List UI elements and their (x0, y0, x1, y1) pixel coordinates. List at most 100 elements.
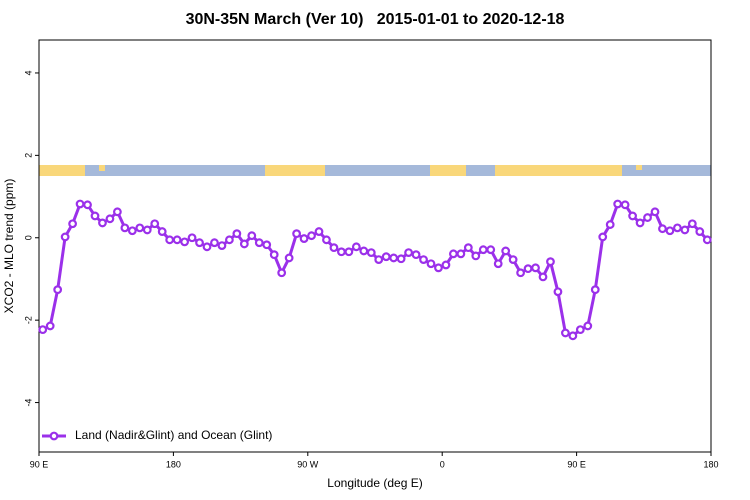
data-point (83, 200, 92, 210)
data-point (605, 220, 615, 229)
data-point (575, 325, 585, 335)
data-point (538, 272, 548, 282)
chart-title: 30N-35N March (Ver 10) 2015-01-01 to 202… (186, 11, 565, 28)
data-point (247, 231, 257, 241)
data-point (568, 331, 578, 341)
data-point (277, 268, 287, 278)
data-point (650, 207, 660, 217)
data-point (665, 226, 675, 236)
x-tick-label: 180 (166, 459, 181, 469)
data-point (561, 328, 570, 338)
data-point (307, 231, 316, 241)
y-tick-label: 4 (23, 70, 33, 75)
data-point (135, 223, 145, 233)
y-tick-label: -4 (23, 399, 33, 407)
x-axis-label: Longitude (deg E) (327, 476, 422, 490)
x-tick-label: 90 W (297, 459, 319, 469)
data-point (486, 245, 496, 255)
data-point (90, 211, 100, 221)
x-tick-label: 180 (703, 459, 718, 469)
data-point (329, 243, 339, 253)
data-point (210, 238, 219, 248)
data-point (501, 246, 511, 256)
data-point (165, 235, 175, 245)
x-tick-label: 0 (440, 459, 445, 469)
data-point (583, 321, 593, 331)
data-point (590, 285, 600, 295)
data-point (299, 234, 309, 243)
data-point (322, 235, 331, 245)
data-point (553, 287, 563, 297)
data-point (254, 238, 264, 248)
data-point (120, 223, 130, 233)
data-point (269, 250, 279, 260)
data-point (344, 247, 354, 257)
data-point (523, 264, 533, 274)
data-point (673, 223, 682, 233)
data-point (68, 219, 77, 229)
data-point (53, 285, 63, 295)
data-point (449, 249, 458, 259)
data-point (702, 235, 712, 245)
x-tick-label: 90 E (567, 459, 586, 469)
data-point (195, 238, 204, 248)
data-point (366, 248, 376, 257)
data-point (112, 207, 122, 217)
data-point (60, 232, 70, 242)
data-point (314, 227, 324, 236)
data-point (635, 218, 645, 228)
data-point (531, 263, 540, 273)
land-ocean-strip (39, 165, 711, 176)
data-point (217, 241, 227, 250)
data-point (224, 235, 234, 245)
data-point (419, 255, 428, 264)
data-point (404, 248, 414, 257)
data-point (471, 251, 481, 261)
data-point (628, 211, 637, 221)
data-point (105, 214, 115, 224)
data-point (351, 242, 361, 252)
data-point (157, 227, 167, 236)
data-point (478, 245, 488, 255)
data-point (620, 200, 630, 210)
y-axis-label: XCO2 - MLO trend (ppm) (2, 179, 16, 314)
x-tick-label: 90 E (30, 459, 49, 469)
data-point (680, 225, 690, 235)
data-point (127, 226, 137, 236)
data-point (150, 219, 160, 229)
data-point (598, 232, 608, 242)
data-point (187, 233, 197, 243)
data-point (262, 240, 272, 250)
data-point (98, 218, 107, 228)
data-point (180, 237, 190, 247)
data-point (695, 227, 705, 236)
data-point (456, 249, 466, 259)
data-point (396, 254, 406, 264)
data-point (613, 199, 623, 209)
data-point (284, 253, 294, 263)
data-point (381, 252, 391, 262)
data-point (687, 219, 697, 229)
data-point (292, 229, 302, 239)
data-point (389, 253, 399, 263)
legend-label: Land (Nadir&Glint) and Ocean (Glint) (75, 428, 272, 442)
data-point (426, 259, 436, 269)
data-point (337, 247, 346, 257)
data-point (493, 259, 503, 269)
data-point (45, 321, 55, 331)
y-tick-label: -2 (23, 316, 33, 324)
data-point (172, 235, 182, 245)
data-point (142, 225, 152, 235)
data-point (508, 255, 518, 264)
data-point (658, 224, 667, 234)
data-point (643, 213, 652, 222)
legend-marker (49, 431, 59, 441)
data-point (75, 199, 85, 209)
data-point (232, 229, 242, 239)
data-point (359, 246, 369, 256)
data-point (441, 260, 451, 270)
data-point (546, 257, 555, 267)
data-point (239, 239, 249, 249)
data-point (434, 263, 443, 273)
